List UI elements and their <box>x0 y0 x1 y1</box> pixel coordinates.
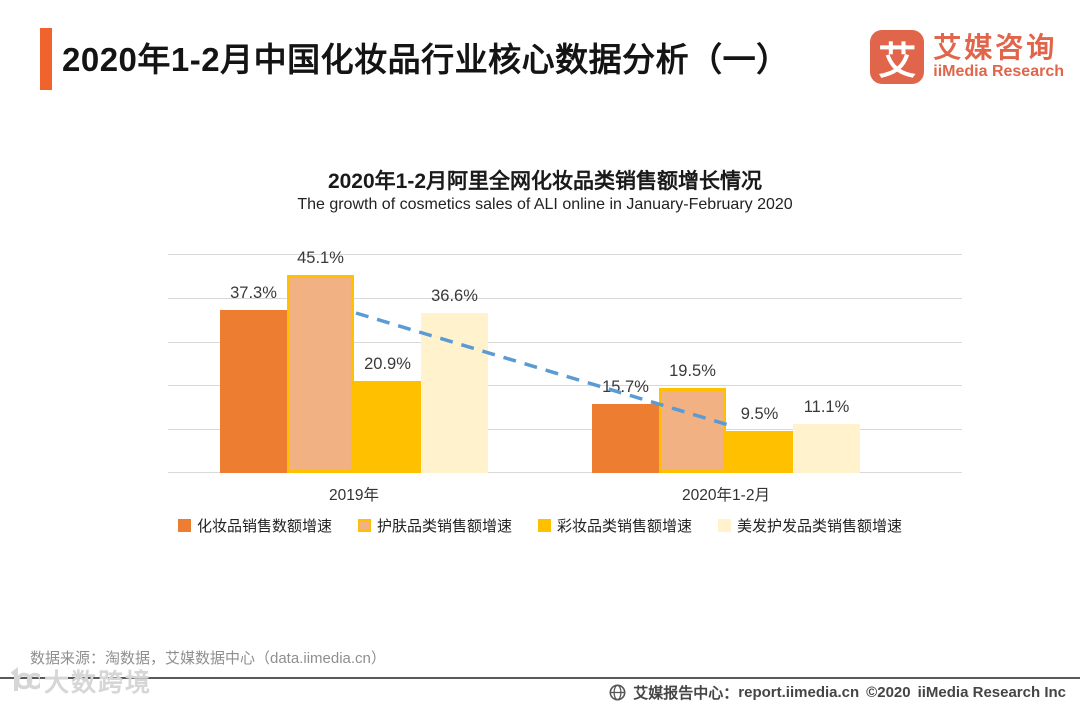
footer-report-label: 艾媒报告中心： <box>633 685 739 702</box>
bar-value-label: 9.5% <box>740 405 779 423</box>
chart-title: 2020年1-2月阿里全网化妆品类销售额增长情况 <box>327 170 763 193</box>
bar-2019年-s2 <box>354 381 421 473</box>
footer: 艾媒报告中心： report.iimedia.cn ©2020 iiMedia R… <box>609 682 1066 702</box>
globe-icon <box>609 684 626 701</box>
watermark-icon <box>10 667 40 691</box>
bar-2020年1-2月-s1 <box>659 388 726 473</box>
iimedia-logo-text: 艾媒咨询 iiMedia Research <box>933 33 1064 81</box>
watermark: 大数跨境 <box>6 663 152 699</box>
bar-2020年1-2月-s3 <box>793 424 860 473</box>
logo-name-en: iiMedia Research <box>933 63 1064 81</box>
legend-item-1: 护肤品类销售额增速 <box>357 515 512 536</box>
gridline <box>168 429 962 430</box>
legend-label: 化妆品销售数额增速 <box>196 518 332 535</box>
gridline <box>168 298 962 299</box>
chart-subtitle: The growth of cosmetics sales of ALI onl… <box>297 196 793 213</box>
bar-value-label: 45.1% <box>297 249 344 267</box>
legend-label: 彩妆品类销售额增速 <box>557 518 693 535</box>
bar-2020年1-2月-s2 <box>726 431 793 473</box>
bar-2019年-s0 <box>220 310 287 473</box>
footer-report-url: report.iimedia.cn <box>738 684 860 701</box>
gridline <box>168 254 962 255</box>
legend-item-2: 彩妆品类销售额增速 <box>538 515 692 536</box>
logo-name-cn: 艾媒咨询 <box>933 31 1058 63</box>
legend-label: 护肤品类销售额增速 <box>376 518 512 535</box>
chart-legend: 化妆品销售数额增速 护肤品类销售额增速 彩妆品类销售额增速 美发护发品类销售额增速 <box>0 515 1080 536</box>
bar-value-label: 36.6% <box>431 287 478 305</box>
footer-copyright: ©2020 <box>866 684 911 701</box>
bar-chart-plot-area: 37.3% 45.1% 20.9% 36.6% 2019年 15.7% 19.5% 9.5% 1… <box>168 249 962 504</box>
title-accent-bar <box>40 28 52 90</box>
bar-value-label: 20.9% <box>364 355 411 373</box>
bar-value-label: 37.3% <box>230 284 277 302</box>
legend-item-0: 化妆品销售数额增速 <box>177 515 332 536</box>
bar-value-label: 11.1% <box>803 398 850 416</box>
footer-divider <box>0 677 1080 679</box>
bar-2019年-s1 <box>287 275 354 473</box>
bar-value-label: 15.7% <box>602 378 649 396</box>
footer-company: iiMedia Research Inc <box>917 684 1066 701</box>
data-source-note: 数据来源：淘数据，艾媒数据中心（data.iimedia.cn） <box>30 650 386 667</box>
watermark-text: 大数跨境 <box>44 669 153 697</box>
gridline <box>168 472 962 473</box>
page-title: 2020年1-2月中国化妆品行业核心数据分析（一） <box>62 41 790 78</box>
legend-swatch <box>538 519 551 532</box>
bar-2019年-s3 <box>421 313 488 473</box>
x-axis-label-0: 2019年 <box>329 487 379 504</box>
iimedia-logo: 艾 艾媒咨询 iiMedia Research <box>870 30 1064 84</box>
legend-swatch <box>357 519 371 532</box>
x-axis-label-1: 2020年1-2月 <box>682 487 770 504</box>
bar-2020年1-2月-s0 <box>592 404 659 473</box>
legend-label: 美发护发品类销售额增速 <box>737 518 903 535</box>
iimedia-logo-icon: 艾 <box>870 30 925 84</box>
legend-swatch <box>718 519 732 532</box>
bar-value-label: 19.5% <box>669 362 716 380</box>
legend-swatch <box>177 519 191 532</box>
legend-item-3: 美发护发品类销售额增速 <box>718 515 902 536</box>
